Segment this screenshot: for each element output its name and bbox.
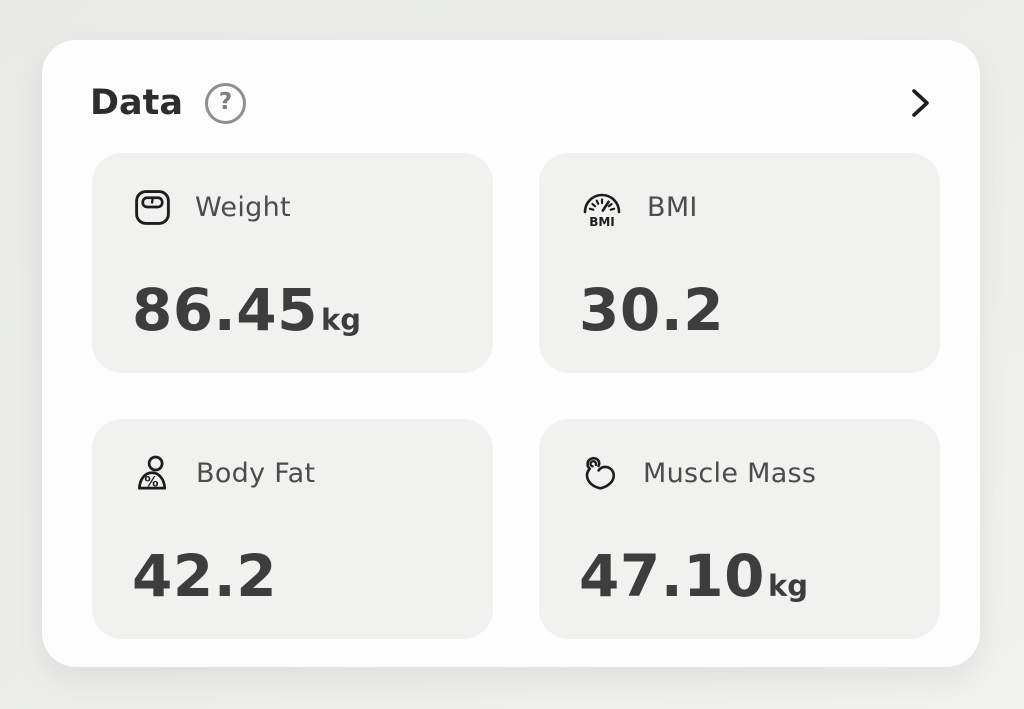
metric-value: 86.45 [132,276,318,344]
metric-card-weight[interactable]: Weight 86.45 kg [92,153,493,373]
chevron-right-icon[interactable] [908,86,936,120]
metric-unit: kg [767,569,809,603]
metric-label: BMI [647,192,698,224]
card-header: BMI BMI [579,187,904,229]
bmi-icon-text: BMI [589,215,615,229]
metric-value: 47.10 [579,542,765,610]
card-header: % Body Fat [132,453,457,495]
metric-label: Weight [195,191,291,223]
metric-card-muscle-mass[interactable]: Muscle Mass 47.10 kg [539,419,940,639]
bicep-icon [579,453,621,495]
metric-value-row: 86.45 kg [132,281,457,339]
person-percent-icon: % [132,453,174,495]
panel-header: Data ? [42,40,980,126]
card-header: Muscle Mass [579,453,904,495]
data-panel: Data ? [42,40,980,667]
metric-card-body-fat[interactable]: % Body Fat 42.2 [92,419,493,639]
metric-value-row: 42.2 [132,547,457,605]
metric-value: 42.2 [132,542,278,610]
percent-icon-text: % [144,475,158,491]
question-mark-icon: ? [218,88,233,115]
metric-unit: kg [320,303,362,337]
metric-label: Muscle Mass [643,458,817,490]
help-button[interactable]: ? [205,82,247,124]
card-header: Weight [132,187,457,228]
metric-value-row: 30.2 [579,281,904,339]
metric-label: Body Fat [196,458,316,490]
panel-title: Data [90,82,184,123]
metric-value: 30.2 [579,276,725,344]
metric-card-bmi[interactable]: BMI BMI 30.2 [539,153,940,373]
metrics-grid: Weight 86.45 kg [42,126,980,639]
scale-icon [132,187,173,228]
bmi-gauge-icon: BMI [579,187,625,229]
metric-value-row: 47.10 kg [579,547,904,605]
